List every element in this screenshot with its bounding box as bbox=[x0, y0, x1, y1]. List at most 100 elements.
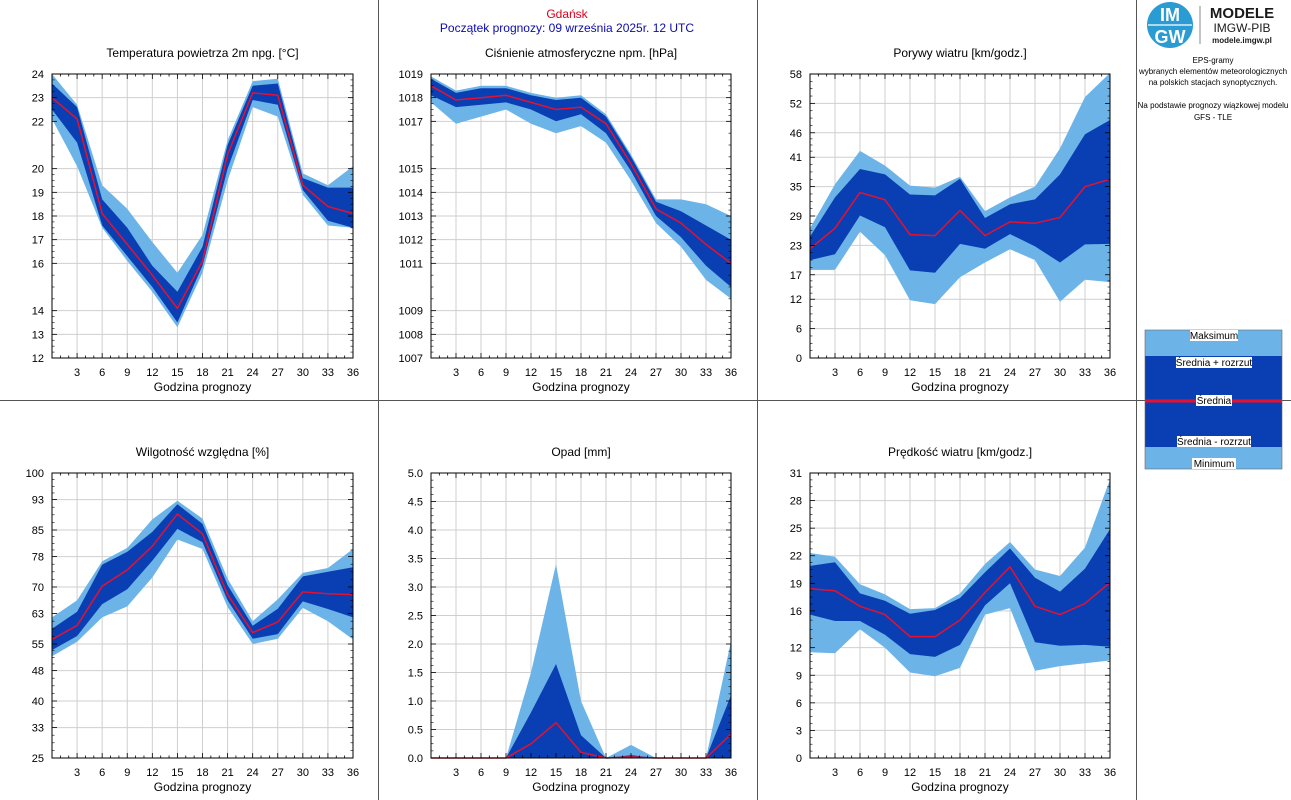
mean-line bbox=[809, 565, 1111, 638]
y-tick-label: 0 bbox=[796, 353, 802, 365]
x-tick-label: 21 bbox=[600, 767, 612, 779]
chart-pressure: Ciśnienie atmosferyczne npm. [hPa] 1007 10… bbox=[399, 46, 738, 394]
chart-wind: Prędkość wiatru [km/godz.]03691216192225… bbox=[790, 445, 1116, 794]
mean-line bbox=[51, 92, 354, 310]
x-axis-label: Godzina prognozy bbox=[154, 380, 251, 394]
y-tick-label: 23 bbox=[790, 240, 802, 252]
y-tick-label: 46 bbox=[790, 128, 802, 140]
logo-title: MODELE bbox=[1210, 5, 1274, 22]
y-tick-label: 31 bbox=[790, 468, 802, 480]
y-tick-label: 22 bbox=[790, 551, 802, 563]
x-tick-label: 18 bbox=[196, 767, 208, 779]
sidebar-description: EPS-gramy wybranych elementów meteorolog… bbox=[1138, 56, 1289, 122]
y-tick-label: 9 bbox=[796, 670, 802, 682]
x-tick-label: 12 bbox=[525, 767, 537, 779]
x-tick-label: 24 bbox=[247, 367, 259, 379]
y-tick-label: 13 bbox=[32, 329, 44, 341]
chart-precip: Opad [mm] 0.0 0.5 1.0 1.5 2.0 2.5 3.0 3.5 4.0 4.5 5… bbox=[408, 445, 737, 794]
y-tick-label: 1014 bbox=[399, 187, 423, 199]
x-tick-label: 6 bbox=[478, 367, 484, 379]
y-tick-label: 70 bbox=[32, 582, 44, 594]
x-tick-label: 6 bbox=[478, 767, 484, 779]
x-tick-label: 27 bbox=[272, 767, 284, 779]
y-tick-label: 25 bbox=[32, 753, 44, 765]
y-tick-label: 4.5 bbox=[408, 497, 423, 509]
y-tick-label: 41 bbox=[790, 152, 802, 164]
y-tick-label: 1007 bbox=[399, 353, 423, 365]
legend-min-label: Minimum bbox=[1194, 459, 1235, 470]
y-tick-label: 6 bbox=[796, 698, 802, 710]
y-tick-label: 12 bbox=[790, 294, 802, 306]
spread-band bbox=[431, 664, 731, 758]
x-tick-label: 33 bbox=[700, 367, 712, 379]
x-tick-label: 33 bbox=[1079, 767, 1091, 779]
x-tick-label: 9 bbox=[124, 767, 130, 779]
desc-line-2: na polskich stacjach synoptycznych. bbox=[1149, 78, 1278, 87]
y-tick-label: 18 bbox=[32, 211, 44, 223]
x-tick-label: 30 bbox=[297, 367, 309, 379]
y-tick-label: 2.0 bbox=[408, 639, 423, 651]
y-tick-label: 78 bbox=[32, 552, 44, 564]
y-tick-label: 28 bbox=[790, 496, 802, 508]
y-tick-label: 100 bbox=[26, 468, 44, 480]
x-tick-label: 9 bbox=[503, 767, 509, 779]
x-tick-label: 24 bbox=[625, 367, 637, 379]
legend-upper-label: Średnia + rozrzut bbox=[1176, 356, 1253, 369]
x-tick-label: 36 bbox=[725, 767, 737, 779]
y-tick-label: 0.0 bbox=[408, 753, 423, 765]
x-tick-label: 21 bbox=[221, 367, 233, 379]
x-tick-label: 6 bbox=[857, 767, 863, 779]
x-axis-label: Godzina prognozy bbox=[532, 780, 629, 794]
y-tick-label: 6 bbox=[796, 324, 802, 336]
logo-url: modele.imgw.pl bbox=[1212, 36, 1272, 45]
x-tick-label: 27 bbox=[1029, 367, 1041, 379]
x-tick-label: 9 bbox=[882, 767, 888, 779]
forecast-start: Początek prognozy: 09 września 2025r. 12… bbox=[440, 21, 694, 35]
x-tick-label: 27 bbox=[650, 767, 662, 779]
y-tick-label: 4.0 bbox=[408, 525, 423, 537]
spread-band bbox=[810, 120, 1110, 273]
x-tick-label: 33 bbox=[322, 367, 334, 379]
y-tick-label: 20 bbox=[32, 164, 44, 176]
legend-max-label: Maksimum bbox=[1190, 331, 1238, 342]
y-tick-label: 5.0 bbox=[408, 468, 423, 480]
y-tick-label: 29 bbox=[790, 211, 802, 223]
x-tick-label: 30 bbox=[1054, 367, 1066, 379]
x-tick-label: 12 bbox=[525, 367, 537, 379]
y-tick-label: 24 bbox=[32, 69, 44, 81]
y-tick-label: 25 bbox=[790, 523, 802, 535]
chart-title: Wilgotność względna [%] bbox=[136, 445, 269, 459]
chart-title: Prędkość wiatru [km/godz.] bbox=[888, 445, 1032, 459]
y-tick-label: 0.5 bbox=[408, 725, 423, 737]
x-tick-label: 9 bbox=[882, 367, 888, 379]
desc-line-0: EPS-gramy bbox=[1193, 56, 1234, 65]
x-tick-label: 30 bbox=[297, 767, 309, 779]
x-tick-label: 12 bbox=[904, 767, 916, 779]
x-tick-label: 33 bbox=[700, 767, 712, 779]
x-tick-label: 24 bbox=[247, 767, 259, 779]
x-tick-label: 18 bbox=[575, 767, 587, 779]
y-tick-label: 1.0 bbox=[408, 696, 423, 708]
chart-temp: Temperatura powietrza 2m npg. [°C] 12 13 14… bbox=[32, 46, 359, 394]
y-tick-label: 1013 bbox=[399, 211, 423, 223]
x-tick-label: 15 bbox=[171, 767, 183, 779]
x-tick-label: 3 bbox=[453, 767, 459, 779]
y-tick-label: 1015 bbox=[399, 164, 423, 176]
x-tick-label: 24 bbox=[625, 767, 637, 779]
desc-line-1: wybranych elementów meteorologicznych bbox=[1138, 67, 1287, 76]
x-axis-label: Godzina prognozy bbox=[532, 380, 629, 394]
x-tick-label: 36 bbox=[347, 367, 359, 379]
x-tick-label: 36 bbox=[725, 367, 737, 379]
x-tick-label: 15 bbox=[929, 367, 941, 379]
y-tick-label: 58 bbox=[790, 69, 802, 81]
y-tick-label: 2.5 bbox=[408, 611, 423, 623]
y-tick-label: 17 bbox=[32, 235, 44, 247]
x-tick-label: 27 bbox=[1029, 767, 1041, 779]
y-tick-label: 0 bbox=[796, 753, 802, 765]
station-name: Gdańsk bbox=[546, 7, 588, 21]
legend-mean-label: Średnia bbox=[1197, 394, 1232, 407]
y-tick-label: 52 bbox=[790, 98, 802, 110]
range-band-min-max bbox=[431, 564, 731, 758]
y-tick-label: 93 bbox=[32, 495, 44, 507]
y-tick-label: 48 bbox=[32, 666, 44, 678]
